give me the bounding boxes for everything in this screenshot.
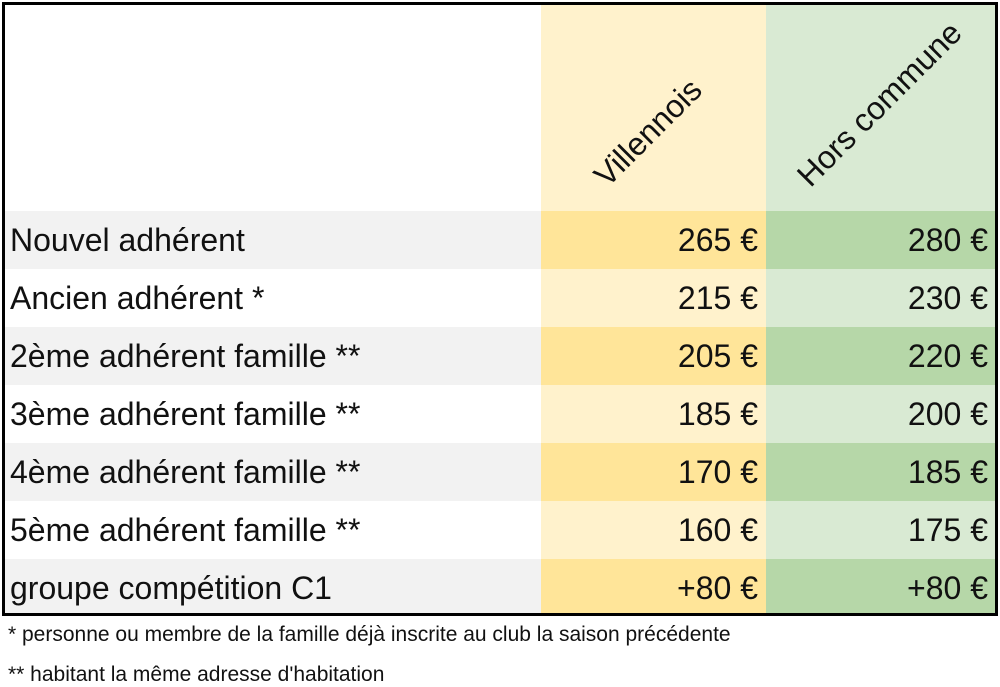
table-row: Ancien adhérent * 215 €230 € [5, 269, 995, 327]
price-hors-commune: 175 € [766, 501, 995, 559]
row-label: 3ème adhérent famille ** [10, 396, 361, 432]
table-row: 2ème adhérent famille ** 205 €220 € [5, 327, 995, 385]
price-villennois: 160 € [541, 501, 766, 559]
table-row: 5ème adhérent famille ** 160 €175 € [5, 501, 995, 559]
table-row: groupe compétition C1 +80 € +80 € [5, 559, 995, 613]
price-villennois: 185 € [541, 385, 766, 443]
header-hors-commune-label: Hors commune [789, 14, 969, 194]
price-villennois: 215 € [541, 269, 766, 327]
price-table: Villennois Hors commune Nouvel adhérent 2… [2, 2, 998, 616]
price-villennois: 265 € [541, 211, 766, 269]
price-villennois: +80 € [541, 559, 766, 613]
row-label: Ancien adhérent * [10, 280, 265, 316]
table-row: Nouvel adhérent 265 €280 € [5, 211, 995, 269]
header-hors-commune: Hors commune [766, 5, 995, 211]
price-hors-commune: 200 € [766, 385, 995, 443]
price-hors-commune: +80 € [766, 559, 995, 613]
row-label: Nouvel adhérent [5, 211, 541, 269]
row-label: 5ème adhérent famille ** [10, 512, 361, 548]
row-label: groupe compétition C1 [5, 559, 541, 613]
row-label: 4ème adhérent famille ** [5, 443, 541, 501]
price-hors-commune: 280 € [766, 211, 995, 269]
price-hors-commune: 185 € [766, 443, 995, 501]
price-villennois: 205 € [541, 327, 766, 385]
price-hors-commune: 220 € [766, 327, 995, 385]
row-label: 2ème adhérent famille ** [5, 327, 541, 385]
table-row: 3ème adhérent famille ** 185 €200 € [5, 385, 995, 443]
table-row: 4ème adhérent famille ** 170 €185 € [5, 443, 995, 501]
header-villennois: Villennois [541, 5, 766, 211]
footnote-1: * personne ou membre de la famille déjà … [8, 623, 731, 646]
footnote-2: ** habitant la même adresse d'habitation [8, 663, 385, 686]
price-hors-commune: 230 € [766, 269, 995, 327]
price-villennois: 170 € [541, 443, 766, 501]
header-villennois-label: Villennois [586, 71, 709, 194]
